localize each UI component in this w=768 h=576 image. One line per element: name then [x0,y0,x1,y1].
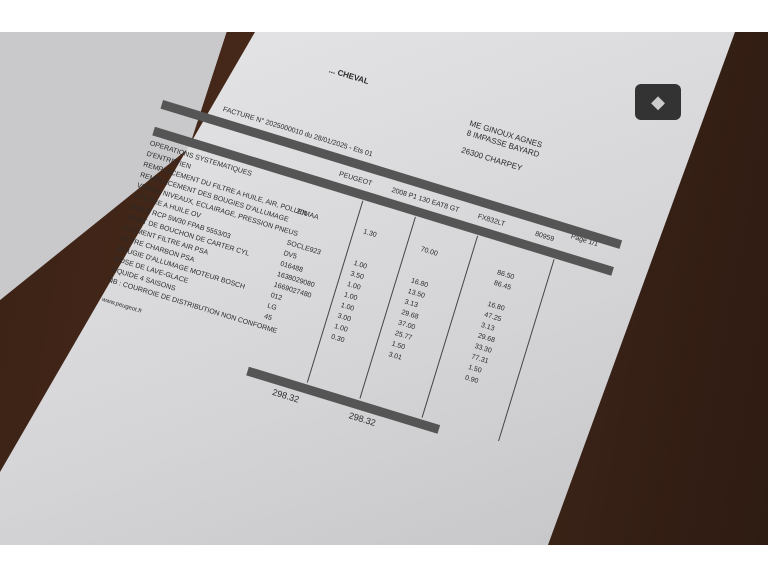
website: www.peugeot.fr [101,296,143,315]
line-price: 25.77 [393,330,413,342]
line-price: 1.50 [390,340,406,352]
line-price: 29.68 [400,309,420,321]
line-total: 33.30 [473,342,493,355]
line-total: 86.45 [492,279,512,292]
line-qty: 1.00 [342,291,359,303]
line-qty: 3.50 [349,270,365,282]
line-ref: DV5 [282,250,298,261]
line-price: 70.00 [419,245,439,258]
line-ref: 45 [263,313,273,323]
column-divider [421,235,479,418]
company-name: ... CHEVAL [327,65,370,87]
line-ref: 012 [269,292,283,303]
line-qty: 1.00 [333,323,349,334]
line-price: 3.13 [403,298,419,310]
line-total: 47.25 [483,311,503,324]
line-qty: 1.00 [352,259,368,271]
line-qty: 3.00 [336,312,352,324]
line-price: 13.50 [406,288,426,300]
bottom-border [0,545,768,576]
line-total: 16.80 [486,300,506,313]
line-qty: 1.30 [362,228,378,240]
line-total: 3.13 [480,321,496,333]
line-total: 1.50 [467,364,483,375]
line-qty: 1.00 [346,281,362,292]
column-divider [359,216,416,399]
line-total: 77.31 [470,353,490,366]
line-total: 29.68 [476,332,496,345]
line-price: 16.80 [410,277,429,290]
top-border [0,0,768,32]
peugeot-logo: ◆ [635,84,681,120]
line-qty: 0.30 [330,333,346,345]
line-ref: LG [266,302,278,313]
photo-scene: ◆ ... CHEVAL ME GINOUX AGNES 8 IMPASSE B… [0,32,768,545]
vehicle-mileage: 80959 [534,230,555,244]
line-qty: 1.00 [339,302,355,313]
line-price: 37.00 [397,319,416,332]
line-price: 3.01 [387,351,403,362]
line-total: 86.50 [496,269,515,282]
header-bar [160,99,623,249]
line-ref: 20MAA [295,207,320,222]
column-divider [306,200,364,383]
line-total: 0.90 [464,374,480,386]
